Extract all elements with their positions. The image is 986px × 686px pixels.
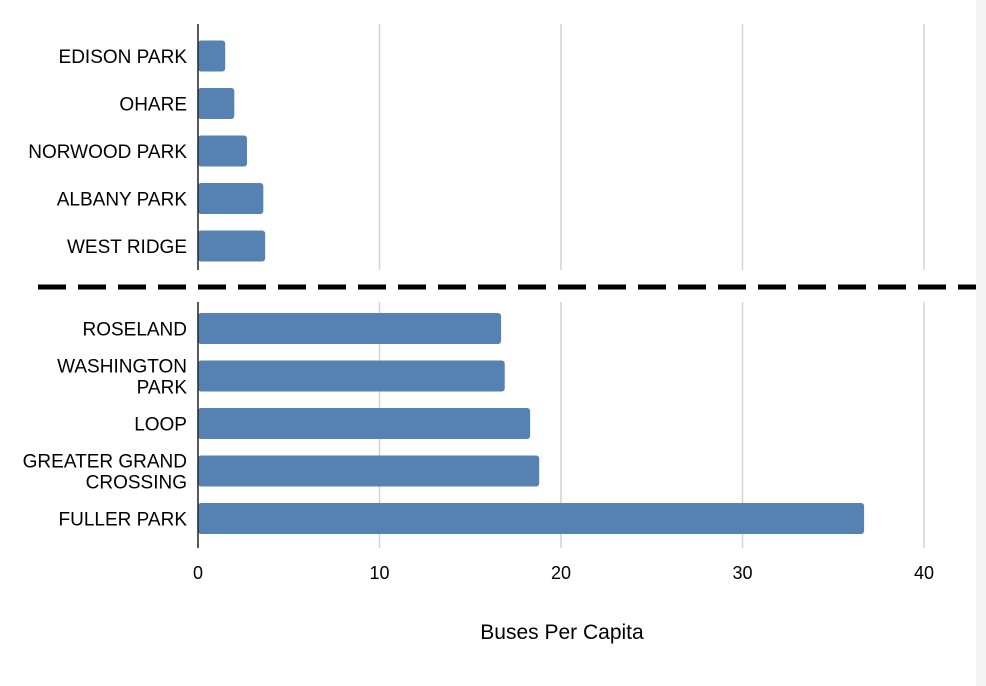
category-label-line: GREATER GRAND <box>23 452 187 473</box>
category-label-line: LOOP <box>134 415 187 436</box>
category-label: ROSELAND <box>82 320 187 341</box>
category-label-line: OHARE <box>119 95 187 116</box>
category-label: WEST RIDGE <box>67 237 187 258</box>
right-edge-strip <box>976 0 986 686</box>
category-label: LOOP <box>134 415 187 436</box>
bars <box>198 40 865 534</box>
category-label-line: PARK <box>137 378 188 399</box>
bar-albany-park <box>198 183 264 214</box>
category-label-line: FULLER PARK <box>59 510 188 531</box>
category-label-line: WEST RIDGE <box>67 237 187 258</box>
x-tick-label-30: 30 <box>732 563 752 583</box>
category-label-line: NORWOOD PARK <box>28 142 187 163</box>
bar-fuller-park <box>198 503 865 534</box>
category-label: NORWOOD PARK <box>28 142 187 163</box>
x-axis-title: Buses Per Capita <box>480 621 644 644</box>
x-tick-labels: 0 10 20 30 40 <box>193 563 934 583</box>
bar-greater-grand-crossing <box>198 455 540 487</box>
bar-norwood-park <box>198 135 248 167</box>
category-label: OHARE <box>119 95 187 116</box>
category-label: FULLER PARK <box>59 510 188 531</box>
category-label: EDISON PARK <box>59 47 188 68</box>
category-label-line: ALBANY PARK <box>57 190 188 211</box>
bar-west-ridge <box>198 230 266 262</box>
category-label: WASHINGTON PARK <box>57 357 187 399</box>
category-label-line: CROSSING <box>86 473 187 494</box>
bar-roseland <box>198 313 502 344</box>
bar-loop <box>198 408 531 439</box>
category-labels: EDISON PARK OHARE NORWOOD PARK ALBANY PARK W… <box>23 47 188 531</box>
x-tick-label-0: 0 <box>193 563 203 583</box>
x-tick-label-10: 10 <box>369 563 389 583</box>
x-tick-label-20: 20 <box>551 563 571 583</box>
category-label-line: ROSELAND <box>82 320 187 341</box>
category-label: GREATER GRAND CROSSING <box>23 452 187 494</box>
bar-washington-park <box>198 360 505 392</box>
x-tick-label-40: 40 <box>914 563 934 583</box>
category-label-line: WASHINGTON <box>57 357 187 378</box>
bar-edison-park <box>198 40 226 72</box>
category-label-line: EDISON PARK <box>59 47 188 68</box>
bar-ohare <box>198 88 235 119</box>
category-label: ALBANY PARK <box>57 190 188 211</box>
